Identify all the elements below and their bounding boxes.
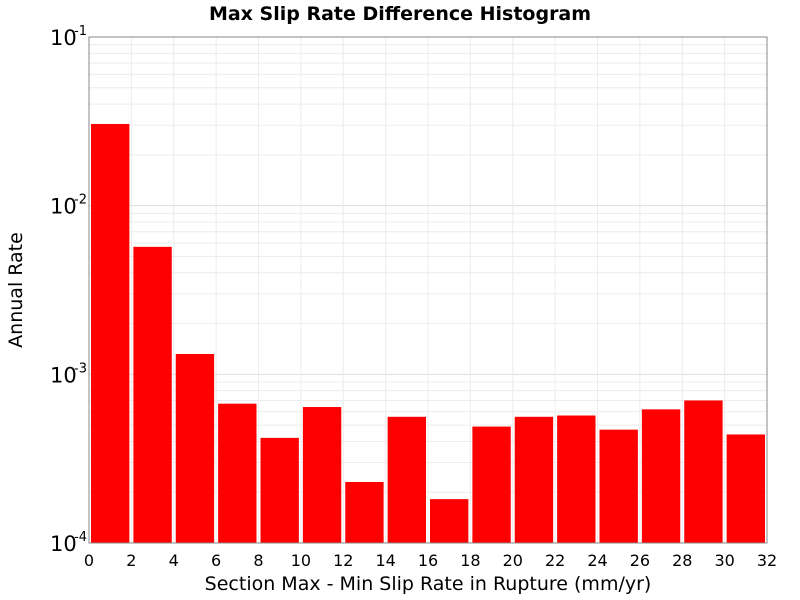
x-tick-label: 16 <box>418 551 438 570</box>
x-tick-label: 14 <box>375 551 395 570</box>
x-tick-label: 0 <box>84 551 94 570</box>
y-tick-label: 10-2 <box>50 193 87 219</box>
histogram-bar <box>599 429 638 543</box>
y-axis-label: Annual Rate <box>5 232 27 348</box>
x-tick-label: 24 <box>587 551 607 570</box>
histogram-bar <box>726 434 765 543</box>
histogram-bar <box>218 403 257 543</box>
x-tick-label: 22 <box>545 551 565 570</box>
y-tick-exponent: -1 <box>74 24 87 39</box>
x-tick-label: 30 <box>714 551 734 570</box>
x-tick-label: 6 <box>211 551 221 570</box>
x-tick-label: 32 <box>757 551 777 570</box>
bars <box>91 123 765 543</box>
y-tick-exponent: -4 <box>74 530 87 545</box>
x-tick-label: 20 <box>503 551 523 570</box>
histogram-bar <box>557 415 596 543</box>
y-tick-base: 10 <box>50 26 77 50</box>
chart-title: Max Slip Rate Difference Histogram <box>209 3 591 25</box>
y-axis-ticks: 10-410-310-210-1 <box>50 24 87 556</box>
histogram-bar <box>260 437 299 543</box>
y-tick-base: 10 <box>50 532 77 556</box>
y-tick-exponent: -3 <box>74 361 87 376</box>
plot-frame <box>88 36 768 544</box>
y-tick-label: 10-3 <box>50 361 87 387</box>
y-tick-base: 10 <box>50 195 77 219</box>
x-tick-label: 2 <box>126 551 136 570</box>
histogram-bar <box>345 481 384 543</box>
x-tick-label: 4 <box>169 551 179 570</box>
x-axis-label: Section Max - Min Slip Rate in Rupture (… <box>205 573 652 595</box>
histogram-bar <box>641 409 681 543</box>
histogram-bar <box>430 499 469 543</box>
histogram-bar <box>133 246 172 543</box>
x-tick-label: 28 <box>672 551 692 570</box>
y-tick-label: 10-1 <box>50 24 87 50</box>
histogram-bar <box>514 416 554 543</box>
x-tick-label: 8 <box>253 551 263 570</box>
histogram-bar <box>91 123 130 543</box>
histogram-bar <box>387 416 426 543</box>
y-tick-label: 10-4 <box>50 530 87 556</box>
x-axis-ticks: 0 2 4 6 8 10 12 14 16 18 20 22 24 26 28 30 32 <box>84 551 777 570</box>
x-tick-label: 10 <box>291 551 311 570</box>
x-tick-label: 12 <box>333 551 353 570</box>
histogram-bar <box>175 353 215 543</box>
histogram-bar <box>684 400 723 543</box>
y-tick-exponent: -2 <box>74 193 87 208</box>
x-tick-label: 18 <box>460 551 480 570</box>
x-tick-label: 26 <box>630 551 650 570</box>
y-tick-base: 10 <box>50 363 77 387</box>
histogram-bar <box>472 426 511 543</box>
histogram-bar <box>302 407 342 543</box>
